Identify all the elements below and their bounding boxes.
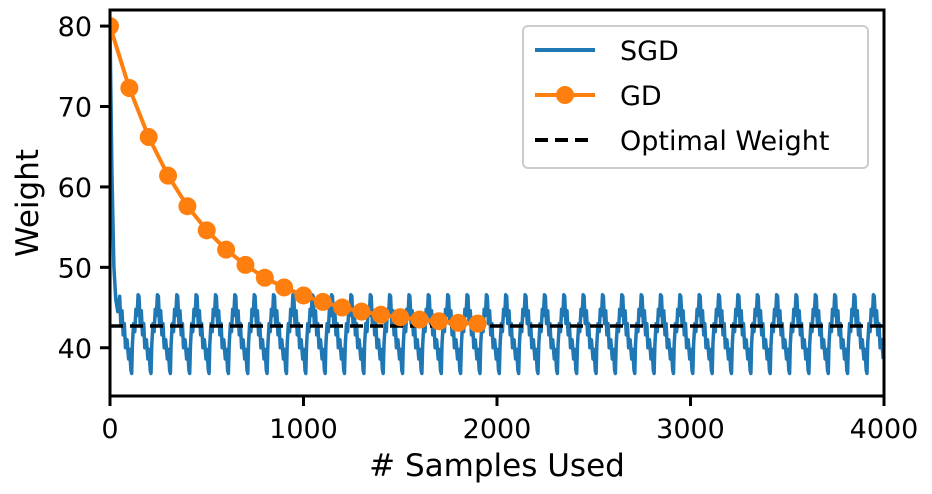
gd-point bbox=[468, 314, 487, 333]
gd-point bbox=[197, 221, 216, 240]
gd-point bbox=[391, 308, 410, 327]
gd-point bbox=[371, 305, 390, 324]
x-tick-label: 1000 bbox=[269, 414, 338, 445]
gd-point bbox=[110, 17, 119, 36]
gd-point bbox=[313, 292, 332, 311]
y-tick-label: 60 bbox=[58, 173, 92, 204]
gd-point bbox=[294, 286, 313, 305]
gd-point bbox=[120, 79, 139, 98]
y-tick-label: 40 bbox=[58, 334, 92, 365]
x-tick-label: 3000 bbox=[656, 414, 725, 445]
gd-point bbox=[352, 302, 371, 321]
gd-point bbox=[236, 255, 255, 274]
axes-layer: 0 1000 2000 3000 4000 40 50 60 70 80 bbox=[58, 8, 919, 445]
gd-point bbox=[275, 278, 294, 297]
y-tick-label: 80 bbox=[58, 12, 92, 43]
gd-point bbox=[255, 268, 274, 287]
x-axis-title: # Samples Used bbox=[369, 448, 625, 484]
y-axis-title: Weight bbox=[10, 149, 46, 257]
y-tick-label: 50 bbox=[58, 253, 92, 284]
gd-point bbox=[410, 310, 429, 329]
gd-point bbox=[449, 313, 468, 332]
legend-label-optimal-weight: Optimal Weight bbox=[620, 126, 829, 157]
gd-point bbox=[429, 312, 448, 331]
y-tick-label: 70 bbox=[58, 93, 92, 124]
legend-box bbox=[522, 25, 869, 169]
series-layer bbox=[110, 17, 884, 376]
legend-label-sgd: SGD bbox=[620, 36, 679, 67]
series-sgd-line bbox=[110, 26, 884, 376]
legend-label-gd: GD bbox=[620, 81, 662, 112]
gd-point bbox=[333, 298, 352, 317]
x-tick-label: 4000 bbox=[850, 414, 919, 445]
gd-point bbox=[178, 197, 197, 216]
legend: SGD GD Optimal Weight bbox=[522, 25, 869, 169]
gd-point bbox=[217, 240, 236, 259]
gd-point bbox=[159, 166, 178, 185]
x-tick-label: 2000 bbox=[463, 414, 532, 445]
x-tick-label: 0 bbox=[101, 414, 118, 445]
legend-marker-gd bbox=[556, 86, 574, 104]
gd-point bbox=[139, 128, 158, 147]
